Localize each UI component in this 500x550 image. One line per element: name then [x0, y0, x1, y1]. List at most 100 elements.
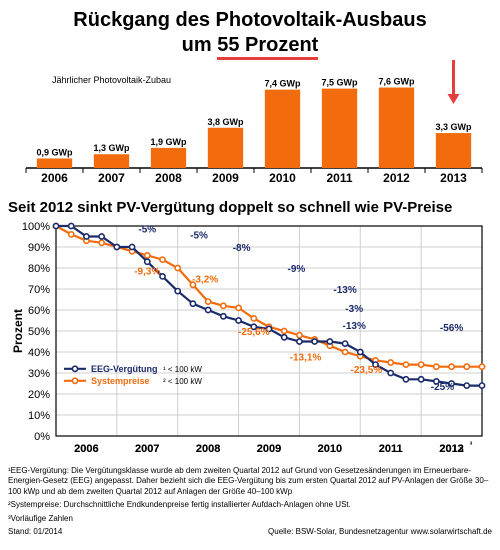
footer-row: Stand: 01/2014 Quelle: BSW-Solar, Bundes…	[8, 527, 492, 536]
pct-annotation: -5%	[138, 224, 156, 235]
series-marker	[282, 328, 287, 333]
series-marker	[99, 234, 104, 239]
series-marker	[69, 223, 74, 228]
series-marker	[312, 339, 317, 344]
source-label: Quelle: BSW-Solar, Bundesnetzagentur www…	[268, 527, 492, 536]
stand-label: Stand: 01/2014	[8, 527, 62, 536]
series-marker	[479, 383, 484, 388]
bar	[37, 158, 72, 168]
series-marker	[449, 364, 454, 369]
bar	[151, 148, 186, 168]
pct-annotation: -56%	[440, 323, 463, 334]
title-line2-under: 55 Prozent	[217, 34, 318, 60]
svg-text:10%: 10%	[28, 410, 50, 422]
series-marker	[221, 314, 226, 319]
line-chart-svg: 0%10%20%30%40%50%60%70%80%90%100%2006200…	[8, 218, 492, 458]
series-marker	[84, 234, 89, 239]
svg-text:0%: 0%	[34, 431, 50, 443]
bar	[208, 128, 243, 168]
series-marker	[190, 301, 195, 306]
y-axis-label: Prozent	[11, 309, 25, 353]
series-marker	[419, 362, 424, 367]
series-marker	[160, 257, 165, 262]
bar-value-label: 1,3 GWp	[93, 143, 130, 153]
pct-annotation: -25%	[431, 382, 454, 393]
series-marker	[175, 289, 180, 294]
series-marker	[403, 362, 408, 367]
year-label: 2009	[257, 443, 281, 455]
pct-annotation: -9,3%	[134, 266, 160, 277]
series-marker	[479, 364, 484, 369]
series-marker	[99, 240, 104, 245]
bar-value-label: 3,8 GWp	[207, 117, 244, 127]
series-marker	[464, 383, 469, 388]
pct-annotation: -13%	[343, 321, 366, 332]
series-marker	[282, 335, 287, 340]
title-line1: Rückgang des Photovoltaik-Ausbaus	[73, 9, 426, 31]
footnote-3: ³Vorläufige Zahlen	[8, 514, 492, 524]
svg-text:¹ < 100 kW: ¹ < 100 kW	[163, 365, 202, 374]
pct-annotation: -9%	[287, 264, 305, 275]
line-chart: 0%10%20%30%40%50%60%70%80%90%100%2006200…	[8, 218, 492, 463]
footnote-2: ²Systempreise: Durchschnittliche Endkund…	[8, 500, 492, 510]
bar-cat-label: 2013	[440, 171, 467, 185]
bar-chart: Jährlicher Photovoltaik-Zubau 0,9 GWp 2006…	[8, 58, 492, 193]
svg-text:50%: 50%	[28, 326, 50, 338]
series-marker	[206, 299, 211, 304]
bar	[379, 88, 414, 168]
bar-small-label: Jährlicher Photovoltaik-Zubau	[52, 75, 171, 85]
svg-text:90%: 90%	[28, 242, 50, 254]
series-marker	[236, 305, 241, 310]
bar-value-label: 3,3 GWp	[435, 122, 472, 132]
series-marker	[403, 377, 408, 382]
series-marker	[145, 253, 150, 258]
series-marker	[175, 265, 180, 270]
series-marker	[221, 303, 226, 308]
bar-value-label: 0,9 GWp	[36, 147, 73, 157]
bar-chart-svg: Jährlicher Photovoltaik-Zubau 0,9 GWp 2006…	[8, 58, 492, 188]
series-marker	[297, 333, 302, 338]
series-line	[56, 226, 482, 386]
series-marker	[327, 339, 332, 344]
bar-cat-label: 2007	[98, 171, 125, 185]
page-title: Rückgang des Photovoltaik-Ausbaus um 55 …	[8, 8, 492, 58]
subtitle: Seit 2012 sinkt PV-Vergütung doppelt so …	[8, 199, 492, 216]
bar	[436, 133, 471, 168]
series-marker	[69, 232, 74, 237]
series-marker	[388, 360, 393, 365]
series-marker	[236, 318, 241, 323]
year-label: 2007	[135, 443, 159, 455]
svg-text:20%: 20%	[28, 389, 50, 401]
svg-text:60%: 60%	[28, 305, 50, 317]
series-marker	[206, 307, 211, 312]
year-label: 2008	[196, 443, 220, 455]
year-label-last: 2013	[439, 443, 463, 455]
series-marker	[464, 364, 469, 369]
footnote-1: ¹EEG-Vergütung: Die Vergütungsklasse wur…	[8, 466, 492, 497]
pct-annotation: -3%	[345, 304, 363, 315]
series-marker	[160, 274, 165, 279]
series-marker	[53, 223, 58, 228]
series-marker	[114, 244, 119, 249]
bar-cat-label: 2009	[212, 171, 239, 185]
pct-annotation: -8%	[233, 243, 251, 254]
series-marker	[388, 370, 393, 375]
legend-sys: Systempreise	[91, 376, 150, 386]
bar-value-label: 7,4 GWp	[264, 79, 301, 89]
bar-value-label: 1,9 GWp	[150, 137, 187, 147]
bar-value-label: 7,5 GWp	[321, 78, 358, 88]
series-marker	[129, 244, 134, 249]
series-marker	[342, 349, 347, 354]
bar	[265, 90, 300, 168]
series-marker	[297, 339, 302, 344]
series-marker	[419, 377, 424, 382]
bar-cat-label: 2006	[41, 171, 68, 185]
pct-annotation: -13,1%	[290, 352, 322, 363]
svg-text:100%: 100%	[22, 221, 50, 233]
series-marker	[358, 349, 363, 354]
pct-annotation: -13%	[333, 285, 356, 296]
pct-annotation: -3,2%	[192, 275, 218, 286]
pct-annotation: -5%	[190, 231, 208, 242]
svg-text:70%: 70%	[28, 284, 50, 296]
pct-annotation: -25,6%	[238, 327, 270, 338]
